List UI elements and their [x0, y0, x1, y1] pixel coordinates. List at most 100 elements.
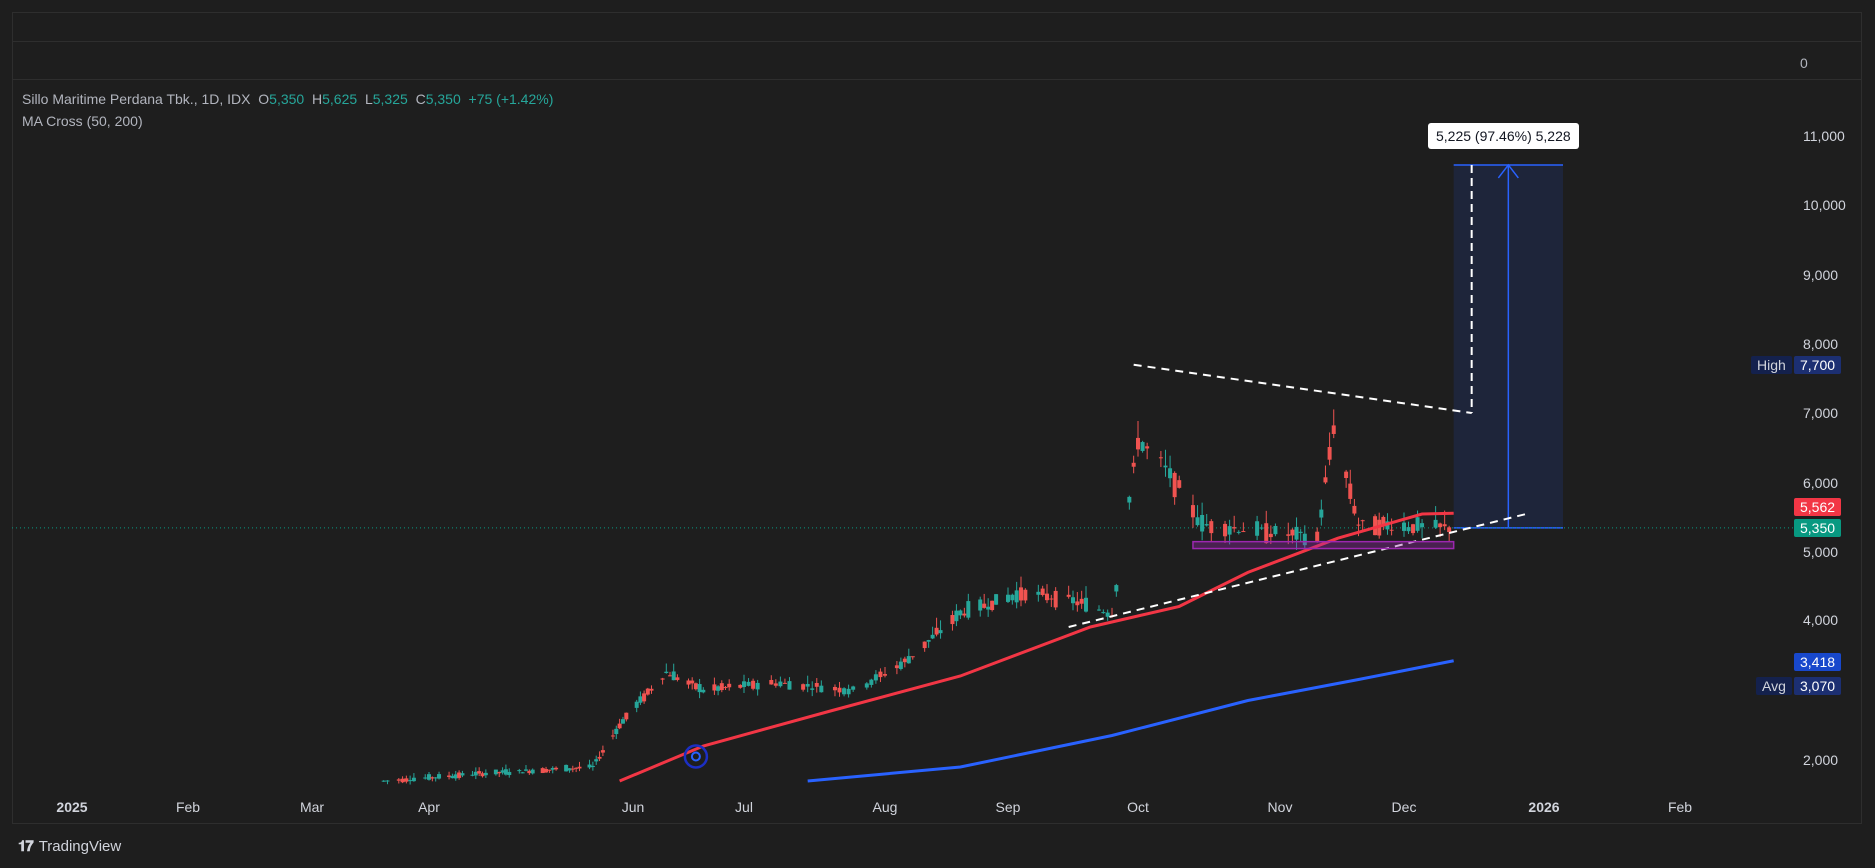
candle-body [773, 683, 778, 686]
brand-footer[interactable]: 𝟏𝟕 TradingView [18, 838, 121, 855]
candle-body [620, 719, 625, 724]
axis-top-label: 0 [1800, 55, 1808, 71]
candle-body [712, 684, 717, 691]
candle-body [594, 759, 599, 762]
candle-body [787, 681, 792, 690]
candle-body [617, 723, 622, 729]
lower-trendline [1068, 513, 1527, 628]
candle-body [1344, 471, 1349, 479]
candle-body [1066, 594, 1071, 597]
candle-body [723, 687, 728, 689]
ma-cross-marker [683, 744, 709, 769]
candle-body [693, 683, 698, 690]
candle-body [1319, 509, 1324, 518]
x-tick-label: Apr [418, 799, 440, 815]
x-tick-label: Nov [1268, 799, 1293, 815]
symbol-title[interactable]: Sillo Maritime Perdana Tbk., 1D, IDX [22, 91, 251, 107]
candle-body [1204, 524, 1209, 526]
candle-body [910, 656, 915, 658]
candle-body [1145, 446, 1150, 449]
candle-body [1101, 612, 1106, 614]
candle-body [649, 688, 654, 691]
candle-body [1097, 609, 1101, 611]
candle-body [638, 696, 643, 703]
high-value: 5,625 [322, 91, 358, 107]
candle-body [1302, 533, 1307, 546]
candle-body [517, 770, 522, 772]
ma50-line [619, 511, 1454, 783]
candle-body [1163, 465, 1168, 468]
candle-body [400, 778, 405, 783]
open-label: O [258, 91, 270, 107]
candle-body [1290, 529, 1295, 536]
x-tick-label: 2025 [56, 799, 87, 815]
y-tick-label: 9,000 [1803, 267, 1838, 283]
x-tick-label: Mar [300, 799, 324, 815]
candle-body [950, 615, 955, 625]
candle-body [624, 712, 629, 720]
candle-body [1172, 472, 1177, 498]
candle-body [837, 687, 842, 693]
open-value: 5,350 [269, 91, 305, 107]
candle-body [1389, 529, 1394, 531]
candle-body [894, 665, 899, 669]
indicator-legend[interactable]: MA Cross (50, 200) [22, 113, 143, 129]
candle-body [590, 765, 595, 768]
candle-body [1136, 437, 1140, 450]
candle-body [642, 693, 647, 702]
last-price-badge: 5,350 [1794, 519, 1842, 537]
candle-body [544, 768, 549, 773]
candle-body [1040, 588, 1045, 596]
candle-body [427, 774, 431, 780]
candle-body [922, 641, 927, 649]
candle-body [477, 771, 482, 774]
avg-badge-value: 3,070 [1794, 677, 1842, 695]
candle-body [1268, 533, 1273, 538]
candle-body [1045, 593, 1049, 601]
candle-body [530, 769, 535, 774]
candle-body [1411, 524, 1416, 534]
projection-arrow-head [1497, 163, 1519, 179]
high-label: H [312, 91, 323, 107]
candle-body [842, 688, 847, 695]
ma200-line [807, 659, 1454, 783]
candle-body [1348, 483, 1353, 499]
candle-body [1273, 525, 1278, 535]
candle-body [1420, 523, 1425, 528]
candle-body [570, 768, 575, 770]
candle-body [1331, 425, 1336, 434]
candle-body [1127, 496, 1132, 503]
x-tick-label: Aug [873, 799, 898, 815]
candle-body [1356, 524, 1361, 526]
candle-body [958, 610, 963, 616]
candle-body [742, 681, 746, 688]
candle-body [520, 772, 525, 774]
candle-body [1315, 531, 1320, 542]
candle-body [1433, 519, 1438, 528]
candle-body [1200, 515, 1205, 532]
candle-body [751, 680, 756, 689]
candle-body [697, 684, 702, 693]
candle-body [645, 688, 650, 695]
candle-body [497, 772, 502, 774]
x-tick-label: Feb [176, 799, 200, 815]
y-tick-label: 6,000 [1803, 475, 1838, 491]
candle-body [668, 675, 672, 677]
candle-body [782, 682, 787, 684]
top-toolbar [12, 12, 1862, 42]
candle-body [423, 777, 428, 779]
candle-body [1105, 612, 1110, 617]
candle-body [564, 764, 569, 772]
candle-body [851, 686, 856, 690]
high-badge-value: 7,700 [1794, 356, 1842, 374]
candle-body [873, 674, 878, 681]
candle-body [819, 685, 824, 693]
candle-body [1241, 531, 1246, 533]
candle-body [664, 671, 669, 673]
candle-body [934, 627, 939, 635]
candle-body [994, 594, 999, 605]
candle-body [480, 773, 485, 777]
candle-body [500, 770, 505, 773]
support-zone [1192, 540, 1455, 550]
